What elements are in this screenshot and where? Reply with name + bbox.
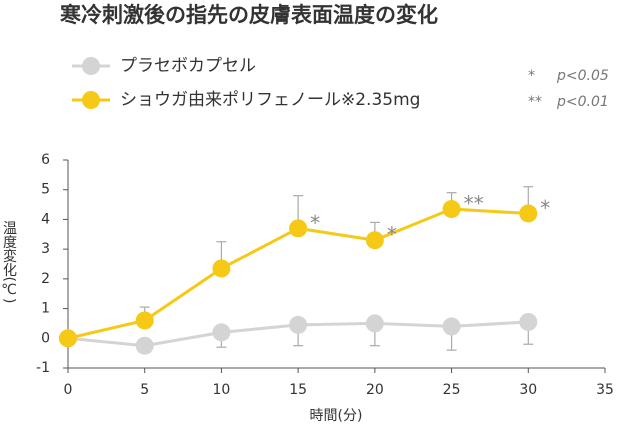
x-tick-label: 0 [64,382,73,398]
y-tick-label: 0 [41,330,50,346]
x-axis-label: 時間(分) [310,408,363,424]
legend-marker [82,91,100,109]
data-point [212,259,231,278]
legend-label: ショウガ由来ポリフェノール※2.35mg [120,90,420,110]
significance-label: * [387,223,397,247]
data-point [365,231,384,250]
data-point [135,336,154,355]
note-text: p<0.05 [556,68,609,84]
x-tick-label: 25 [443,382,461,398]
legend-label: プラセボカプセル [120,56,256,76]
y-tick-label: 3 [41,241,50,257]
x-tick-label: 20 [366,382,384,398]
x-tick-label: 10 [213,382,231,398]
y-tick-label: 1 [41,301,50,317]
y-axis-label: 温度変化(℃) [1,221,17,304]
data-point [519,312,538,331]
data-point [442,317,461,336]
note-text: p<0.01 [556,94,609,110]
data-point [365,314,384,333]
data-point [289,315,308,334]
x-tick-label: 5 [140,382,149,398]
note-symbol: * [528,68,535,84]
y-tick-label: 2 [41,271,50,287]
x-tick-label: 30 [519,382,537,398]
significance-label: * [310,211,320,235]
data-point [519,204,538,223]
significance-label: * [540,196,550,220]
x-tick-label: 15 [289,382,307,398]
y-tick-label: 6 [41,152,50,168]
y-tick-label: 4 [41,211,50,227]
chart-title: 寒冷刺激後の指先の皮膚表面温度の変化 [60,3,438,27]
data-point [212,323,231,342]
y-tick-label: -1 [36,360,50,376]
data-point [59,329,77,348]
note-symbol: ** [528,94,542,110]
data-point [135,311,154,330]
data-point [289,219,308,238]
legend-marker [82,57,100,75]
y-tick-label: 5 [41,182,50,198]
data-point [442,200,461,219]
significance-label: ** [464,192,484,216]
x-tick-label: 35 [596,382,614,398]
